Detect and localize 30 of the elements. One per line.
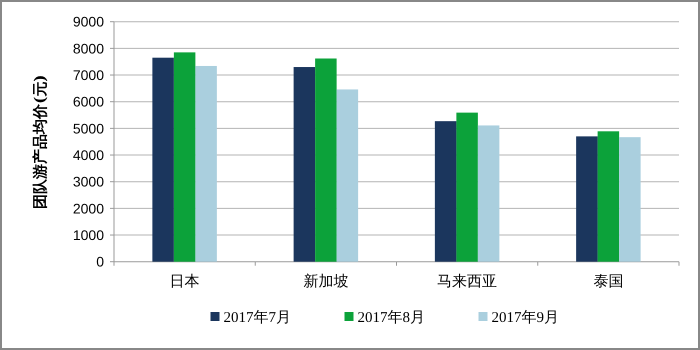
x-tick-label: 马来西亚 [437, 273, 498, 290]
bar [315, 58, 337, 262]
y-axis-title: 团队游产品均价(元) [31, 74, 49, 209]
bar [619, 137, 641, 262]
x-tick-label: 新加坡 [303, 273, 348, 290]
y-tick-label: 1000 [72, 227, 104, 244]
y-tick-label: 2000 [72, 200, 104, 216]
y-tick-label: 9000 [72, 14, 104, 30]
y-tick-label: 5000 [72, 120, 104, 136]
bar [294, 67, 316, 262]
x-tick-label: 泰国 [593, 273, 624, 290]
bar [336, 89, 358, 262]
legend-label: 2017年8月 [358, 309, 425, 326]
bar [478, 125, 500, 262]
legend-label: 2017年9月 [492, 309, 559, 326]
bar [195, 66, 217, 262]
x-tick-label: 日本 [170, 273, 200, 290]
y-tick-label: 0 [96, 254, 104, 270]
bar [456, 112, 478, 262]
y-tick-label: 4000 [72, 147, 104, 164]
legend-label: 2017年7月 [224, 309, 291, 326]
y-tick-label: 8000 [72, 40, 104, 56]
y-tick-label: 6000 [72, 94, 104, 110]
bar [598, 131, 620, 262]
bar [152, 58, 174, 262]
bar [434, 121, 456, 262]
y-tick-label: 7000 [72, 67, 104, 84]
bar [174, 52, 196, 262]
y-tick-label: 3000 [72, 174, 104, 190]
bar [576, 136, 598, 262]
